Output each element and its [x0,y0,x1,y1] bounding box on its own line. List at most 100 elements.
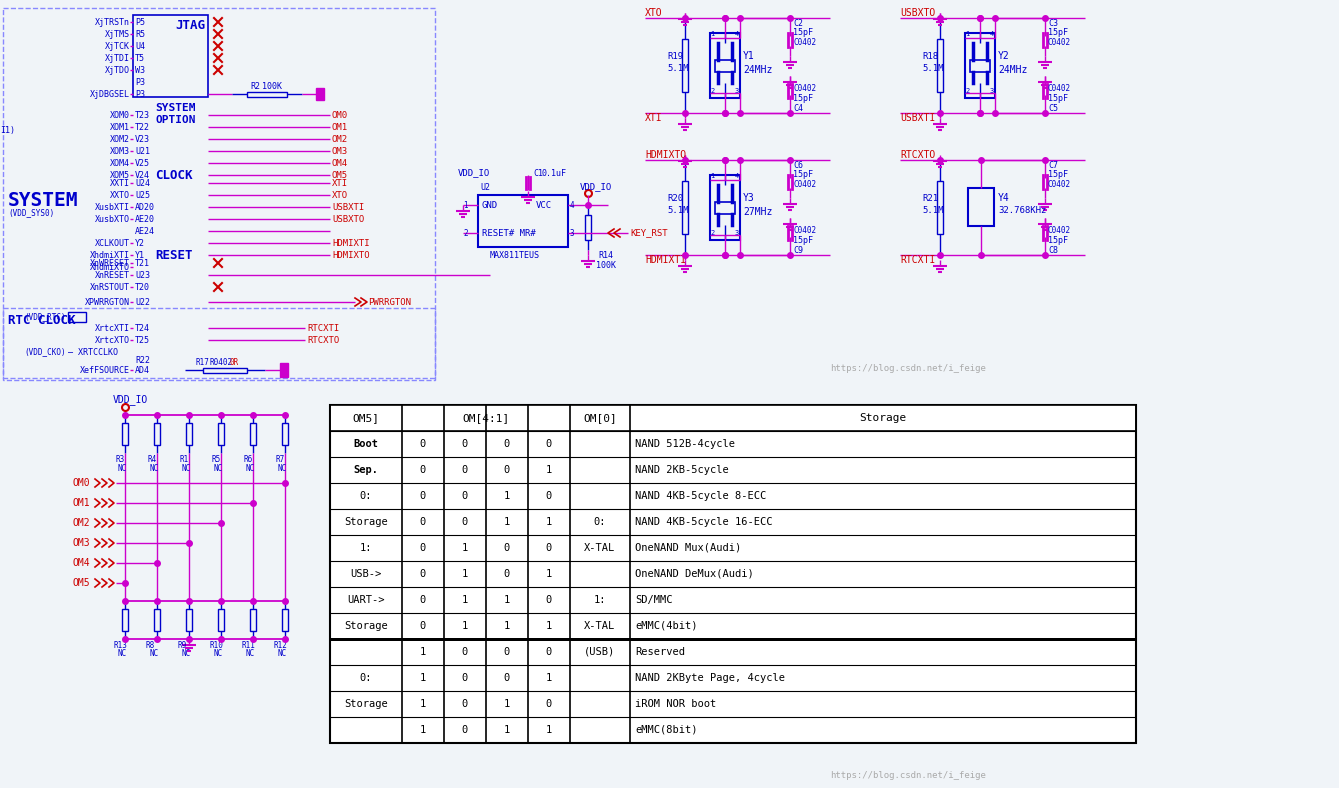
Text: 32.768KHz: 32.768KHz [998,206,1046,214]
Text: XrtcXTO: XrtcXTO [95,336,130,344]
Text: T20: T20 [135,283,150,292]
Text: 1: 1 [546,465,552,475]
Text: U23: U23 [135,270,150,280]
Text: C3: C3 [1048,18,1058,28]
Text: XCLKOUT: XCLKOUT [95,239,130,247]
Text: 4: 4 [735,31,739,37]
Text: R14: R14 [599,251,613,259]
Text: 0:: 0: [360,673,372,683]
Bar [710,175,740,240]
Text: 1: 1 [463,200,469,210]
Text: 100K: 100K [596,261,616,269]
Text: XTO: XTO [645,8,663,18]
Text: XOM1: XOM1 [110,122,130,132]
Text: NAND 2KB-5cycle: NAND 2KB-5cycle [635,465,728,475]
Text: C0402: C0402 [1048,84,1071,92]
Text: Y4: Y4 [998,193,1010,203]
Text: (VDD_CKO): (VDD_CKO) [24,348,66,356]
Text: R10: R10 [209,641,222,649]
Text: 1: 1 [420,647,426,657]
Text: 1: 1 [462,595,469,605]
Text: R11: R11 [241,641,254,649]
Text: 0: 0 [503,465,510,475]
Text: Y1: Y1 [743,51,755,61]
Text: 0: 0 [546,439,552,449]
Text: XnRSTOUT: XnRSTOUT [90,283,130,292]
Bar [682,39,688,92]
Text: HDMIXTO: HDMIXTO [645,150,686,160]
Text: R6: R6 [242,455,252,463]
Text: 5.1M: 5.1M [667,206,688,214]
Text: R22: R22 [135,355,150,365]
Text: 4: 4 [570,200,574,210]
Text: VDD_IO: VDD_IO [580,183,612,191]
Bar [283,609,288,630]
Text: 100K: 100K [262,81,283,91]
Text: 0: 0 [503,647,510,657]
Text: XOM4: XOM4 [110,158,130,168]
Text: T5: T5 [135,54,145,62]
Bar [280,363,288,377]
Text: C0402: C0402 [1048,180,1071,188]
Text: U4: U4 [135,42,145,50]
Text: 0: 0 [503,673,510,683]
Text: NC: NC [245,463,254,473]
Text: Storage: Storage [344,699,388,709]
Text: 0: 0 [503,439,510,449]
Text: OM5: OM5 [72,578,90,588]
Text: PWRRGTON: PWRRGTON [368,298,411,307]
Text: R2: R2 [250,81,260,91]
Text: 0: 0 [420,595,426,605]
Text: NC: NC [213,649,222,659]
Text: XhdmiXTI: XhdmiXTI [90,251,130,259]
Bar [186,423,191,444]
Bar [202,367,248,373]
Text: 0: 0 [503,543,510,553]
Text: XjDBGSEL: XjDBGSEL [90,90,130,98]
Text: RTC CLOCK: RTC CLOCK [8,314,75,326]
Text: C4: C4 [793,103,803,113]
Text: 0: 0 [462,439,469,449]
Text: AD20: AD20 [135,203,155,211]
Text: T22: T22 [135,122,150,132]
Text: https://blog.csdn.net/i_feige: https://blog.csdn.net/i_feige [830,363,986,373]
Bar [965,33,995,98]
Text: U22: U22 [135,298,150,307]
Text: 2: 2 [463,229,469,237]
Text: OM1: OM1 [332,122,348,132]
Text: RTCXTO: RTCXTO [900,150,935,160]
Text: 1: 1 [462,569,469,579]
Text: 3: 3 [735,230,739,236]
Text: P3: P3 [135,90,145,98]
Text: R9: R9 [177,641,186,649]
Text: XXTO: XXTO [110,191,130,199]
Bar [969,60,990,72]
Text: C2: C2 [793,18,803,28]
Text: XhdmiXTO: XhdmiXTO [90,262,130,272]
Text: 15pF: 15pF [1048,169,1069,179]
Text: P5: P5 [135,17,145,27]
Text: 0: 0 [462,491,469,501]
Text: 0:: 0: [360,491,372,501]
Text: 1: 1 [420,725,426,735]
Text: 0: 0 [503,569,510,579]
Text: eMMC(4bit): eMMC(4bit) [635,621,698,631]
Text: RTCXTI: RTCXTI [307,324,339,333]
Bar [3,308,435,380]
Text: XjTRSTn: XjTRSTn [95,17,130,27]
Text: 1: 1 [546,569,552,579]
Text: XPWRRGTON: XPWRRGTON [84,298,130,307]
Text: 2: 2 [710,88,714,94]
Text: 0: 0 [462,699,469,709]
Text: 0: 0 [546,491,552,501]
Text: NAND 2KByte Page, 4cycle: NAND 2KByte Page, 4cycle [635,673,785,683]
Text: USBXTO: USBXTO [900,8,935,18]
Text: Reserved: Reserved [635,647,686,657]
Text: 0: 0 [462,673,469,683]
Text: XjTDO: XjTDO [104,65,130,75]
Text: AE24: AE24 [135,226,155,236]
Text: VCC: VCC [536,200,552,210]
Text: R12: R12 [273,641,287,649]
Text: 0: 0 [546,699,552,709]
Text: OM3: OM3 [332,147,348,155]
